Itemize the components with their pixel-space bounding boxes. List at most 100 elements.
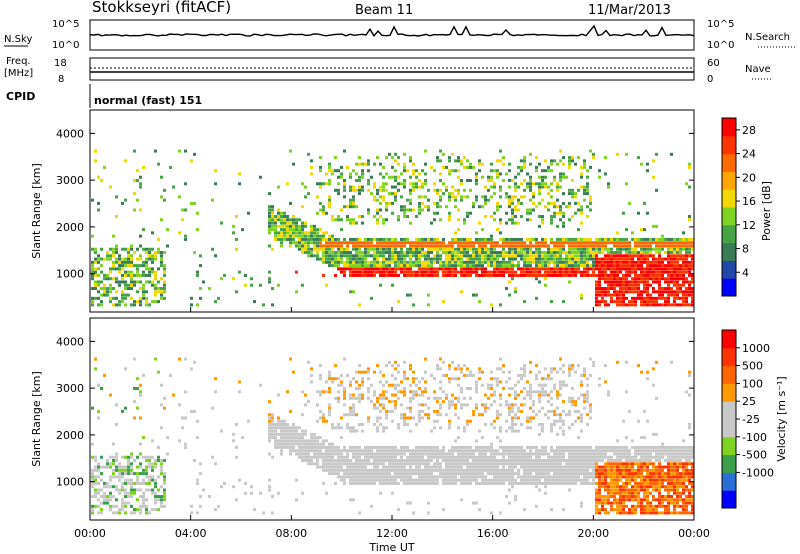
- power-cell: [646, 251, 649, 255]
- power-cell: [604, 273, 607, 277]
- velocity-cell: [190, 409, 193, 413]
- velocity-cell: [514, 423, 517, 427]
- power-cell: [511, 251, 514, 255]
- power-cell: [658, 247, 661, 251]
- power-cell: [160, 277, 163, 281]
- velocity-cell: [469, 481, 472, 485]
- velocity-cell: [454, 377, 457, 381]
- power-cell: [343, 260, 346, 264]
- power-cell: [214, 254, 217, 258]
- power-cell: [445, 185, 448, 189]
- velocity-cell: [211, 455, 214, 459]
- power-cell: [691, 277, 694, 281]
- power-cell: [358, 188, 361, 192]
- power-cell: [517, 251, 520, 255]
- velocity-cell: [271, 416, 274, 420]
- power-cell: [658, 287, 661, 291]
- velocity-cell: [466, 387, 469, 391]
- velocity-cell: [328, 370, 331, 374]
- velocity-cell: [442, 390, 445, 394]
- power-cell: [157, 287, 160, 291]
- velocity-cell: [574, 455, 577, 459]
- velocity-cell: [382, 373, 385, 377]
- power-cell: [661, 267, 664, 271]
- power-cell: [676, 296, 679, 300]
- velocity-cell: [472, 478, 475, 482]
- power-cell: [535, 270, 538, 274]
- power-cell: [508, 260, 511, 264]
- velocity-cell: [412, 377, 415, 381]
- velocity-cell: [418, 416, 421, 420]
- power-cell: [283, 234, 286, 238]
- power-cell: [337, 237, 340, 241]
- velocity-cell: [367, 452, 370, 456]
- velocity-cell: [562, 465, 565, 469]
- power-cell: [316, 195, 319, 199]
- velocity-cell: [550, 455, 553, 459]
- power-cell: [583, 198, 586, 202]
- power-cell: [592, 247, 595, 251]
- power-cell: [121, 264, 124, 268]
- velocity-cell: [529, 387, 532, 391]
- power-cell: [145, 273, 148, 277]
- power-cell: [640, 228, 643, 232]
- velocity-cell: [337, 396, 340, 400]
- power-cell: [208, 287, 211, 291]
- velocity-cell: [550, 390, 553, 394]
- power-cell: [469, 188, 472, 192]
- power-cell: [514, 175, 517, 179]
- power-cell: [349, 267, 352, 271]
- velocity-cell: [316, 462, 319, 466]
- velocity-cell: [130, 481, 133, 485]
- power-cell: [337, 175, 340, 179]
- power-cell: [364, 264, 367, 268]
- power-cell: [592, 156, 595, 160]
- power-cell: [319, 237, 322, 241]
- velocity-cell: [511, 387, 514, 391]
- power-cell: [601, 277, 604, 281]
- power-cell: [280, 237, 283, 241]
- power-cell: [538, 241, 541, 245]
- power-cell: [304, 221, 307, 225]
- velocity-cell: [457, 478, 460, 482]
- power-cell: [568, 254, 571, 258]
- velocity-cell: [310, 455, 313, 459]
- velocity-cell: [520, 409, 523, 413]
- velocity-cell: [319, 409, 322, 413]
- power-cell: [379, 172, 382, 176]
- power-cell: [625, 303, 628, 307]
- power-cell: [388, 201, 391, 205]
- power-cell: [508, 205, 511, 209]
- power-cell: [412, 244, 415, 248]
- power-cell: [517, 273, 520, 277]
- velocity-cell: [142, 481, 145, 485]
- power-cell: [472, 267, 475, 271]
- velocity-cell: [358, 455, 361, 459]
- velocity-cell: [565, 465, 568, 469]
- power-cell: [211, 247, 214, 251]
- power-cell: [496, 241, 499, 245]
- power-cell: [571, 257, 574, 261]
- power-cell: [328, 234, 331, 238]
- velocity-cell: [394, 360, 397, 364]
- power-cell: [127, 293, 130, 297]
- power-cell: [649, 267, 652, 271]
- power-cell: [379, 260, 382, 264]
- power-cell: [304, 244, 307, 248]
- velocity-cell: [550, 468, 553, 472]
- velocity-cell: [385, 459, 388, 463]
- velocity-cell: [268, 432, 271, 436]
- power-cell: [415, 273, 418, 277]
- velocity-cell: [112, 459, 115, 463]
- velocity-cell: [568, 367, 571, 371]
- power-cell: [544, 241, 547, 245]
- power-cell: [358, 254, 361, 258]
- velocity-cell: [190, 511, 193, 515]
- velocity-cell: [502, 387, 505, 391]
- velocity-cell: [445, 475, 448, 479]
- power-cell: [94, 149, 97, 153]
- velocity-cell: [367, 396, 370, 400]
- power-cell: [142, 287, 145, 291]
- power-cell: [109, 257, 112, 261]
- velocity-cell: [508, 462, 511, 466]
